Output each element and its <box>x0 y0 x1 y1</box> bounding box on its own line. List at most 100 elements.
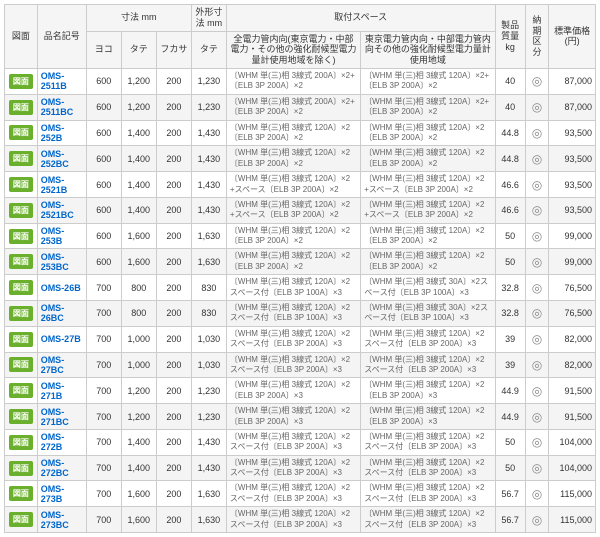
status-icon: ◎ <box>525 301 548 327</box>
status-icon: ◎ <box>525 455 548 481</box>
status-icon: ◎ <box>525 249 548 275</box>
dim-h: 1,200 <box>121 94 156 120</box>
product-name-link[interactable]: OMS-271B <box>37 378 86 404</box>
status-icon: ◎ <box>525 378 548 404</box>
status-icon: ◎ <box>525 146 548 172</box>
dim-h: 1,600 <box>121 481 156 507</box>
drawing-button[interactable]: 図面 <box>9 512 33 527</box>
dim-d: 200 <box>156 275 191 301</box>
product-name-link[interactable]: OMS-2521BC <box>37 197 86 223</box>
weight: 46.6 <box>495 172 525 198</box>
dim-w: 600 <box>86 68 121 94</box>
drawing-button[interactable]: 図面 <box>9 125 33 140</box>
dim-h: 1,600 <box>121 507 156 533</box>
status-icon: ◎ <box>525 326 548 352</box>
product-name-link[interactable]: OMS-252B <box>37 120 86 146</box>
price: 87,000 <box>549 94 596 120</box>
spec-b: 〔WHM 単(三)相 3線式 120A〕×2 〔ELB 3P 200A〕×2 <box>361 249 495 275</box>
drawing-button[interactable]: 図面 <box>9 74 33 89</box>
drawing-button[interactable]: 図面 <box>9 306 33 321</box>
product-name-link[interactable]: OMS-271BC <box>37 404 86 430</box>
product-name-link[interactable]: OMS-253B <box>37 223 86 249</box>
drawing-button[interactable]: 図面 <box>9 461 33 476</box>
outer-h: 1,430 <box>191 429 226 455</box>
spec-b: 〔WHM 単(三)相 3線式 120A〕×2スペース付〔ELB 3P 200A〕… <box>361 507 495 533</box>
product-name-link[interactable]: OMS-26B <box>37 275 86 301</box>
dim-w: 700 <box>86 429 121 455</box>
price: 82,000 <box>549 326 596 352</box>
product-name-link[interactable]: OMS-27BC <box>37 352 86 378</box>
dim-w: 600 <box>86 223 121 249</box>
weight: 56.7 <box>495 481 525 507</box>
status-icon: ◎ <box>525 404 548 430</box>
price: 91,500 <box>549 378 596 404</box>
price: 76,500 <box>549 275 596 301</box>
status-icon: ◎ <box>525 275 548 301</box>
spec-b: 〔WHM 単(三)相 3線式 120A〕×2スペース付〔ELB 3P 200A〕… <box>361 326 495 352</box>
dim-w: 600 <box>86 249 121 275</box>
table-row: 図面OMS-272B7001,4002001,430〔WHM 単(三)相 3線式… <box>5 429 596 455</box>
dim-d: 200 <box>156 197 191 223</box>
dim-d: 200 <box>156 301 191 327</box>
product-name-link[interactable]: OMS-2511BC <box>37 94 86 120</box>
dim-d: 200 <box>156 455 191 481</box>
outer-h: 830 <box>191 275 226 301</box>
drawing-button[interactable]: 図面 <box>9 409 33 424</box>
drawing-button[interactable]: 図面 <box>9 229 33 244</box>
drawing-button[interactable]: 図面 <box>9 151 33 166</box>
product-name-link[interactable]: OMS-272BC <box>37 455 86 481</box>
outer-h: 1,430 <box>191 120 226 146</box>
product-name-link[interactable]: OMS-26BC <box>37 301 86 327</box>
drawing-button[interactable]: 図面 <box>9 203 33 218</box>
dim-d: 200 <box>156 68 191 94</box>
spec-a: 〔WHM 単(三)相 3線式 120A〕×2スペース付〔ELB 3P 200A〕… <box>226 455 360 481</box>
drawing-button[interactable]: 図面 <box>9 435 33 450</box>
product-name-link[interactable]: OMS-272B <box>37 429 86 455</box>
product-name-link[interactable]: OMS-273BC <box>37 507 86 533</box>
table-row: 図面OMS-26B700800200830〔WHM 単(三)相 3線式 120A… <box>5 275 596 301</box>
table-row: 図面OMS-27BC7001,0002001,030〔WHM 単(三)相 3線式… <box>5 352 596 378</box>
outer-h: 1,630 <box>191 223 226 249</box>
drawing-button[interactable]: 図面 <box>9 357 33 372</box>
dim-h: 800 <box>121 301 156 327</box>
table-body: 図面OMS-2511B6001,2002001,230〔WHM 単(三)相 3線… <box>5 68 596 532</box>
dim-d: 200 <box>156 249 191 275</box>
weight: 50 <box>495 223 525 249</box>
hdr-price: 標準価格 (円) <box>549 5 596 69</box>
drawing-button[interactable]: 図面 <box>9 254 33 269</box>
drawing-button[interactable]: 図面 <box>9 100 33 115</box>
product-name-link[interactable]: OMS-253BC <box>37 249 86 275</box>
outer-h: 830 <box>191 301 226 327</box>
outer-h: 1,630 <box>191 481 226 507</box>
product-name-link[interactable]: OMS-273B <box>37 481 86 507</box>
drawing-button[interactable]: 図面 <box>9 280 33 295</box>
outer-h: 1,230 <box>191 378 226 404</box>
dim-h: 1,600 <box>121 223 156 249</box>
drawing-button[interactable]: 図面 <box>9 383 33 398</box>
product-name-link[interactable]: OMS-27B <box>37 326 86 352</box>
weight: 44.9 <box>495 404 525 430</box>
price: 87,000 <box>549 68 596 94</box>
price: 93,500 <box>549 172 596 198</box>
table-row: 図面OMS-252B6001,4002001,430〔WHM 単(三)相 3線式… <box>5 120 596 146</box>
spec-a: 〔WHM 単(三)相 3線式 120A〕×2スペース付〔ELB 3P 100A〕… <box>226 275 360 301</box>
spec-a: 〔WHM 単(三)相 3線式 120A〕×2スペース付〔ELB 3P 100A〕… <box>226 301 360 327</box>
price: 99,000 <box>549 223 596 249</box>
hdr-dim-h: タテ <box>121 31 156 68</box>
dim-d: 200 <box>156 120 191 146</box>
spec-a: 〔WHM 単(三)相 3線式 120A〕×2 〔ELB 3P 200A〕×2 <box>226 223 360 249</box>
drawing-button[interactable]: 図面 <box>9 177 33 192</box>
spec-b: 〔WHM 単(三)相 3線式 120A〕×2 〔ELB 3P 200A〕×2 <box>361 223 495 249</box>
outer-h: 1,430 <box>191 197 226 223</box>
drawing-button[interactable]: 図面 <box>9 486 33 501</box>
weight: 46.6 <box>495 197 525 223</box>
outer-h: 1,230 <box>191 404 226 430</box>
product-name-link[interactable]: OMS-2511B <box>37 68 86 94</box>
table-row: 図面OMS-271B7001,2002001,230〔WHM 単(三)相 3線式… <box>5 378 596 404</box>
dim-w: 700 <box>86 481 121 507</box>
product-name-link[interactable]: OMS-252BC <box>37 146 86 172</box>
status-icon: ◎ <box>525 352 548 378</box>
drawing-button[interactable]: 図面 <box>9 332 33 347</box>
price: 115,000 <box>549 481 596 507</box>
product-name-link[interactable]: OMS-2521B <box>37 172 86 198</box>
